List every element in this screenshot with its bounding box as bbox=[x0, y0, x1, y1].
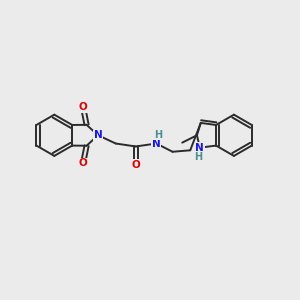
Text: O: O bbox=[79, 158, 87, 168]
Text: H: H bbox=[154, 130, 162, 140]
Text: O: O bbox=[131, 160, 140, 170]
Text: N: N bbox=[94, 130, 102, 140]
Text: O: O bbox=[79, 102, 87, 112]
Text: H: H bbox=[194, 152, 202, 162]
Text: N: N bbox=[196, 142, 204, 153]
Text: N: N bbox=[152, 139, 161, 148]
